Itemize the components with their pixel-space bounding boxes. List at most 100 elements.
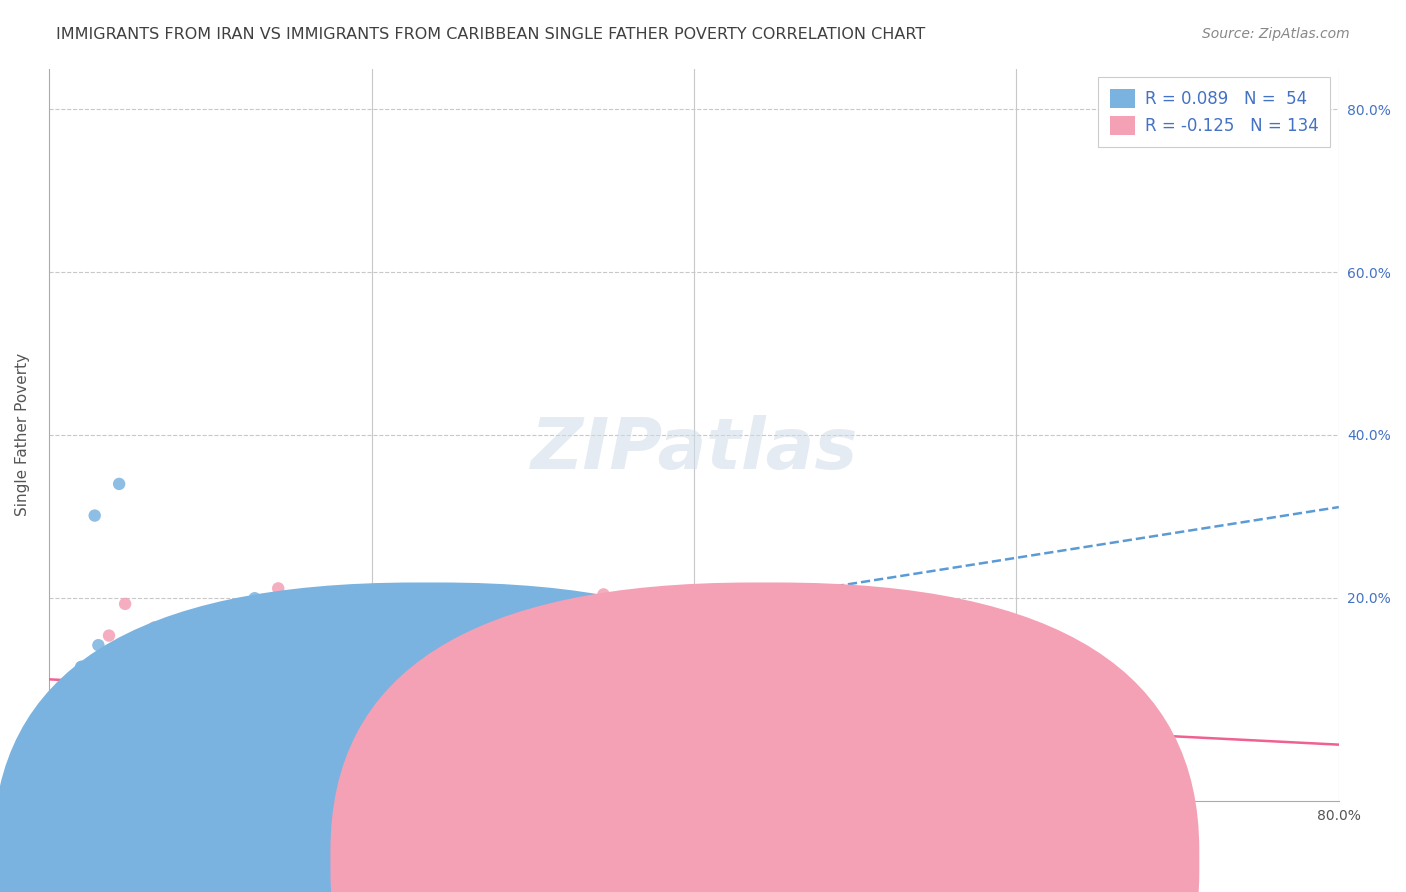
Point <box>73 690 96 704</box>
Point <box>472 740 495 755</box>
Point <box>319 594 342 608</box>
Point <box>530 645 553 659</box>
Point <box>238 690 260 705</box>
Point <box>174 734 197 748</box>
Point <box>689 683 711 698</box>
Point <box>198 647 221 661</box>
Point <box>409 666 432 681</box>
Point <box>567 720 589 734</box>
Point <box>63 736 86 750</box>
Point <box>489 729 512 743</box>
Point <box>127 710 149 724</box>
Point <box>112 738 135 752</box>
Point <box>228 675 250 690</box>
Point <box>114 714 136 728</box>
Point <box>427 696 450 710</box>
Point <box>231 658 253 673</box>
Point <box>679 651 702 665</box>
Point <box>70 659 93 673</box>
Point <box>86 683 108 698</box>
Point <box>110 659 132 673</box>
Point <box>205 708 228 723</box>
Point <box>257 632 280 646</box>
Point <box>375 722 398 736</box>
Point <box>187 660 209 674</box>
Point <box>67 689 90 703</box>
Point <box>243 591 266 606</box>
Legend: R = 0.089   N =  54, R = -0.125   N = 134: R = 0.089 N = 54, R = -0.125 N = 134 <box>1098 77 1330 147</box>
Point <box>93 662 115 676</box>
Point <box>129 714 152 728</box>
Point <box>301 696 323 710</box>
Point <box>603 640 626 654</box>
Point <box>120 638 142 652</box>
Point <box>509 726 531 740</box>
Point <box>305 743 328 757</box>
Point <box>156 723 179 737</box>
Point <box>820 610 842 624</box>
Point <box>212 723 235 737</box>
Point <box>103 644 125 658</box>
Point <box>143 667 166 681</box>
Point <box>69 749 91 764</box>
Point <box>717 709 740 723</box>
Point <box>190 695 212 709</box>
Point <box>214 654 236 668</box>
Point <box>110 667 132 681</box>
Point <box>75 711 97 725</box>
Point <box>783 732 806 747</box>
Point <box>914 749 936 764</box>
Y-axis label: Single Father Poverty: Single Father Poverty <box>15 353 30 516</box>
Point <box>429 693 451 707</box>
Point <box>411 726 433 740</box>
Point <box>249 729 271 743</box>
Point <box>181 687 204 701</box>
Point <box>568 742 591 756</box>
Point <box>408 702 430 716</box>
Point <box>75 735 97 749</box>
Point <box>110 716 132 731</box>
Point <box>633 677 655 691</box>
Point <box>496 733 519 747</box>
Point <box>231 720 253 734</box>
Point <box>131 707 153 722</box>
Point <box>484 719 506 733</box>
Point <box>389 680 412 694</box>
Point <box>125 661 148 675</box>
Point <box>304 688 326 702</box>
Point <box>87 638 110 652</box>
Point <box>536 673 558 688</box>
Point <box>609 721 631 735</box>
Point <box>176 714 198 729</box>
Point <box>245 662 267 676</box>
Point <box>308 671 330 685</box>
Point <box>315 703 337 717</box>
Point <box>93 704 115 718</box>
Point <box>70 660 93 674</box>
Point <box>409 656 432 670</box>
Point <box>110 723 132 737</box>
Point <box>526 729 548 743</box>
Point <box>174 684 197 698</box>
Point <box>411 739 433 753</box>
Text: ZIPatlas: ZIPatlas <box>530 415 858 484</box>
Point <box>131 719 153 733</box>
Point <box>52 744 75 758</box>
Point <box>201 615 224 629</box>
Point <box>98 629 121 643</box>
Point <box>599 704 621 718</box>
Point <box>83 508 105 523</box>
Point <box>626 729 648 743</box>
Point <box>204 713 226 727</box>
Point <box>620 602 643 616</box>
Point <box>202 689 225 703</box>
Point <box>738 750 761 764</box>
Point <box>121 683 143 698</box>
Point <box>87 669 110 683</box>
Point <box>360 681 382 696</box>
Point <box>425 599 447 613</box>
Point <box>531 688 554 702</box>
Point <box>350 735 373 749</box>
Point <box>288 695 311 709</box>
Point <box>108 477 131 491</box>
